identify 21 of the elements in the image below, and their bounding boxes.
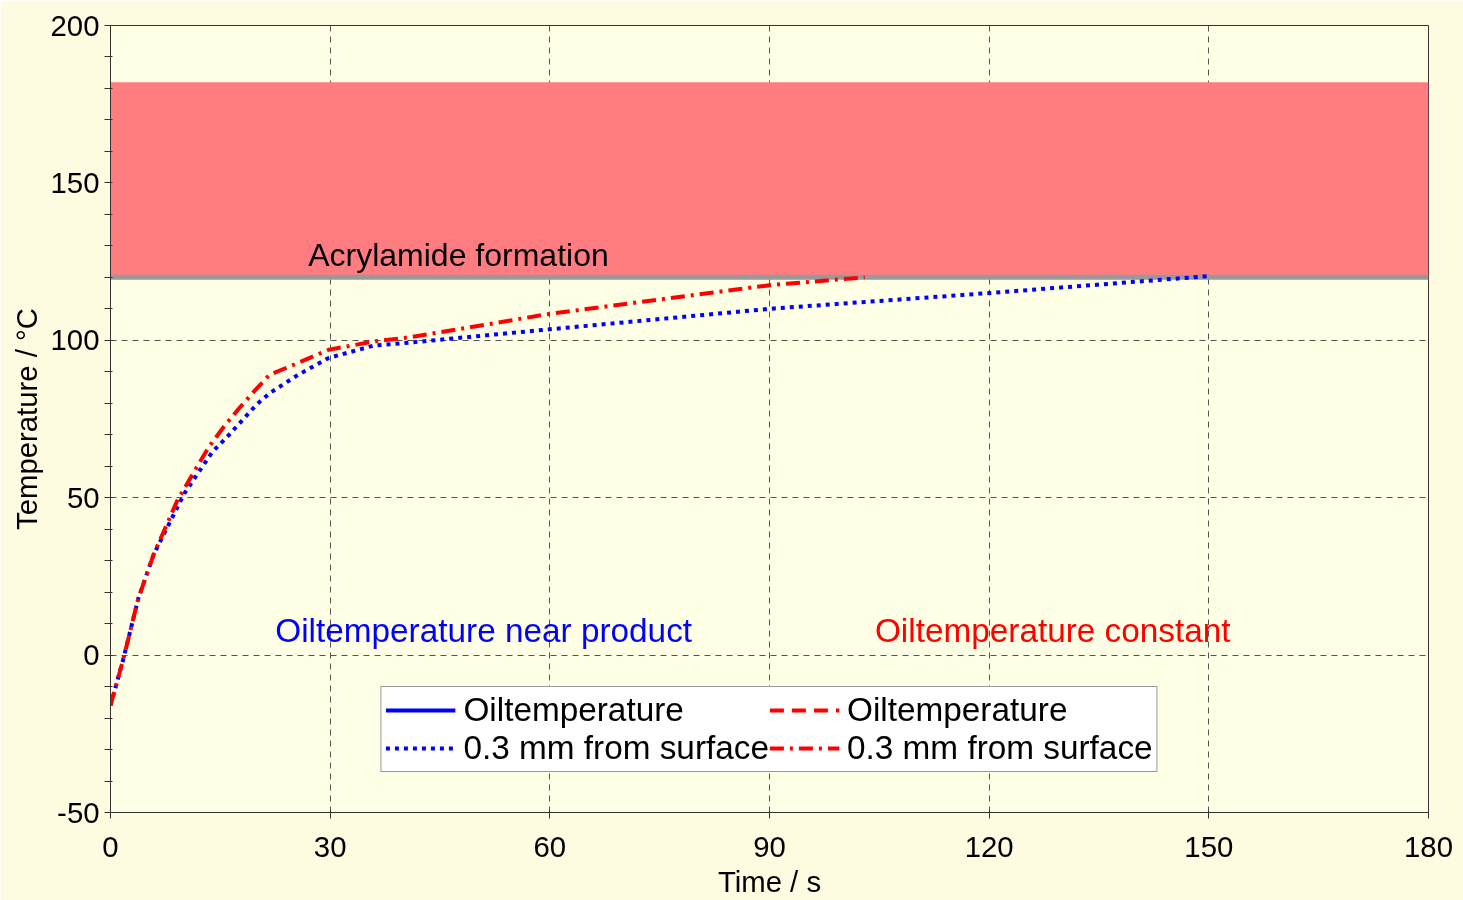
x-tick-label: 60 <box>533 829 567 863</box>
x-tick-label: 150 <box>1184 829 1234 863</box>
y-tick-label: 200 <box>50 8 100 42</box>
x-axis-title: Time / s <box>717 864 822 898</box>
legend-label: Oiltemperature <box>847 691 1068 729</box>
y-axis-title: Temperature / °C <box>9 308 43 530</box>
y-tick-label: 50 <box>66 480 100 514</box>
y-tick-label: -50 <box>57 795 100 829</box>
x-tick-label: 30 <box>313 829 347 863</box>
y-tick-label: 100 <box>50 323 100 357</box>
annotation: Oiltemperature near product <box>275 612 693 650</box>
y-tick-label: 0 <box>83 638 100 672</box>
x-tick-label: 120 <box>964 829 1014 863</box>
annotation: Oiltemperature constant <box>874 612 1232 650</box>
y-tick-label: 150 <box>50 165 100 199</box>
x-tick-label: 90 <box>753 829 786 863</box>
legend-label: Oiltemperature <box>463 691 684 729</box>
band-label: Acrylamide formation <box>308 237 609 274</box>
x-tick-label: 180 <box>1404 829 1453 863</box>
legend-label: 0.3 mm from surface <box>847 729 1153 767</box>
legend-label: 0.3 mm from surface <box>463 729 769 767</box>
